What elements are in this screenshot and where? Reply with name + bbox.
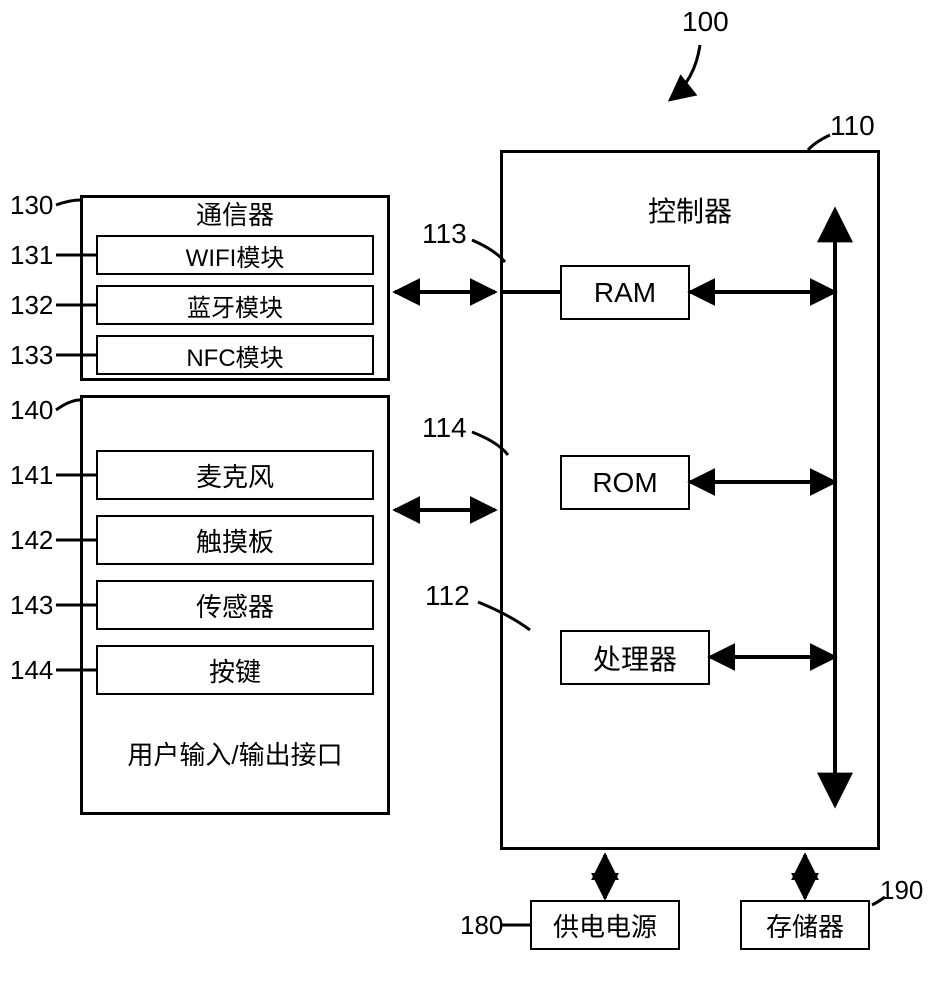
controller-box [500, 150, 880, 850]
ram-box: RAM [560, 265, 690, 320]
communicator-title: 通信器 [80, 200, 390, 231]
ref-110: 110 [830, 110, 875, 142]
processor-box: 处理器 [560, 630, 710, 685]
nfc-label: NFC模块 [186, 338, 283, 373]
ref-133: 133 [10, 340, 53, 371]
storage-box: 存储器 [740, 900, 870, 950]
wifi-box: WIFI模块 [96, 235, 374, 275]
diagram-stage: 100 控制器 110 RAM ROM 处理器 113 114 112 通信器 … [0, 0, 936, 1000]
rom-label: ROM [592, 467, 657, 499]
bluetooth-box: 蓝牙模块 [96, 285, 374, 325]
sensor-label: 传感器 [196, 587, 274, 624]
power-label: 供电电源 [553, 907, 657, 944]
ref-112: 112 [425, 580, 470, 612]
processor-label: 处理器 [593, 638, 677, 678]
keys-label: 按键 [209, 652, 261, 689]
controller-title: 控制器 [500, 195, 880, 229]
ref-131: 131 [10, 240, 53, 271]
ref-142: 142 [10, 525, 53, 556]
ref-114: 114 [422, 412, 467, 444]
bluetooth-label: 蓝牙模块 [187, 288, 283, 323]
ref-180: 180 [460, 910, 503, 941]
ref-143: 143 [10, 590, 53, 621]
wifi-label: WIFI模块 [186, 238, 285, 273]
ref-144: 144 [10, 655, 53, 686]
touchpad-box: 触摸板 [96, 515, 374, 565]
ref-190: 190 [880, 875, 923, 906]
ref-113: 113 [422, 218, 467, 250]
ref-100: 100 [682, 6, 729, 38]
keys-box: 按键 [96, 645, 374, 695]
mic-label: 麦克风 [196, 457, 274, 494]
touchpad-label: 触摸板 [196, 522, 274, 559]
power-box: 供电电源 [530, 900, 680, 950]
user-io-title: 用户输入/输出接口 [80, 740, 390, 771]
storage-label: 存储器 [766, 907, 844, 944]
ref-130: 130 [10, 190, 53, 221]
ref-132: 132 [10, 290, 53, 321]
nfc-box: NFC模块 [96, 335, 374, 375]
rom-box: ROM [560, 455, 690, 510]
ref-140: 140 [10, 395, 53, 426]
sensor-box: 传感器 [96, 580, 374, 630]
ram-label: RAM [594, 277, 656, 309]
ref-141: 141 [10, 460, 53, 491]
mic-box: 麦克风 [96, 450, 374, 500]
